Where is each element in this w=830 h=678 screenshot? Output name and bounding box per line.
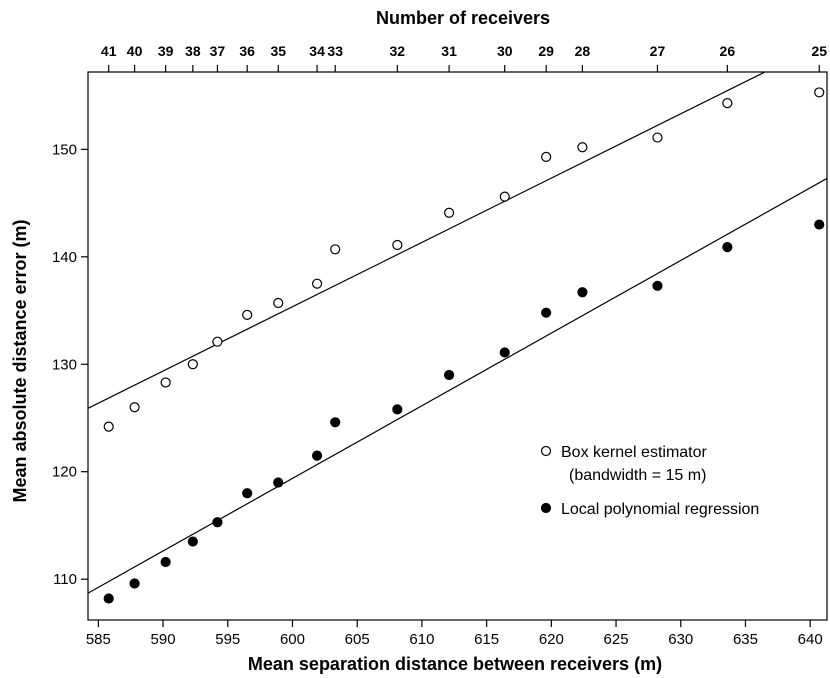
x-tick-label: 625: [604, 631, 629, 648]
x-tick-label: 635: [733, 631, 758, 648]
y-tick-label: 120: [52, 464, 77, 481]
top-tick-label: 40: [127, 43, 143, 59]
point-box-kernel: [160, 377, 171, 388]
legend-label-box-kernel-bandwidth: (bandwidth = 15 m): [569, 467, 706, 484]
legend-label-local-polynomial: Local polynomial regression: [561, 501, 759, 518]
x-tick-label: 640: [798, 631, 823, 648]
point-box-kernel: [652, 132, 663, 143]
point-local-polynomial: [443, 369, 455, 381]
point-local-polynomial: [652, 280, 663, 291]
point-local-polynomial: [499, 347, 510, 358]
point-box-kernel: [499, 191, 510, 202]
x-tick-label: 600: [280, 631, 305, 648]
top-tick-label: 27: [650, 43, 666, 59]
point-local-polynomial: [129, 578, 140, 589]
point-local-polynomial: [273, 477, 284, 488]
x-tick-label: 615: [474, 631, 499, 648]
point-local-polynomial: [541, 307, 552, 318]
top-tick-label: 30: [497, 43, 513, 59]
y-axis: 110 120 130 140 150: [52, 141, 88, 588]
point-box-kernel: [392, 239, 403, 251]
x-tick-label: 630: [668, 631, 693, 648]
top-axis-title: Number of receivers: [376, 8, 550, 28]
x-tick-label: 620: [539, 631, 564, 648]
x-tick-label: 605: [345, 631, 370, 648]
top-tick-label: 25: [811, 43, 827, 59]
y-tick-label: 140: [52, 249, 77, 266]
x-tick-label: 590: [151, 631, 176, 648]
point-local-polynomial: [160, 556, 171, 568]
x-axis-title: Mean separation distance between receive…: [248, 654, 662, 674]
x-tick-label: 595: [215, 631, 240, 648]
legend-marker-box-kernel: [540, 445, 552, 457]
point-local-polynomial: [212, 517, 223, 528]
y-tick-label: 130: [52, 356, 77, 373]
point-local-polynomial: [311, 450, 323, 461]
top-tick-label: 32: [390, 43, 406, 59]
top-tick-label: 31: [441, 43, 457, 59]
point-local-polynomial: [187, 536, 198, 547]
point-box-kernel: [541, 151, 552, 162]
top-tick-label: 28: [575, 43, 591, 59]
top-tick-label: 26: [720, 43, 736, 59]
top-tick-label: 41: [101, 43, 117, 59]
data-points: [103, 87, 825, 604]
x-tick-label: 585: [86, 631, 111, 648]
y-tick-label: 150: [52, 141, 77, 158]
point-box-kernel: [330, 244, 341, 255]
x-axis: 585 590 595 600 605 610 615 620 625 630 635 640: [86, 620, 823, 648]
top-tick-label: 29: [538, 43, 554, 59]
top-axis: 41 40 39 38 37 36 35 34 33 32 31 30 29 28 27 26 25: [101, 43, 827, 72]
point-box-kernel: [443, 207, 455, 218]
top-tick-label: 34: [309, 43, 325, 59]
point-local-polynomial: [330, 417, 341, 428]
fit-line-box-kernel: [88, 72, 766, 409]
legend-marker-local-polynomial: [540, 502, 552, 514]
point-local-polynomial: [814, 219, 825, 230]
point-local-polynomial: [392, 404, 403, 415]
y-axis-title: Mean absolute distance error (m): [10, 219, 30, 502]
point-local-polynomial: [722, 242, 733, 253]
point-box-kernel: [187, 359, 198, 370]
point-box-kernel: [129, 402, 140, 413]
legend-label-box-kernel: Box kernel estimator: [561, 444, 708, 461]
point-box-kernel: [103, 421, 114, 432]
top-tick-label: 33: [327, 43, 343, 59]
plot-border: [87, 71, 828, 621]
point-local-polynomial: [242, 488, 253, 499]
fit-line-local-polynomial: [88, 177, 827, 594]
point-box-kernel: [242, 309, 253, 320]
legend: Box kernel estimator (bandwidth = 15 m) …: [540, 444, 759, 518]
y-tick-label: 110: [53, 571, 77, 588]
plot-frame: [87, 71, 828, 621]
point-local-polynomial: [577, 287, 588, 298]
x-tick-label: 610: [409, 631, 434, 648]
fit-lines: [88, 72, 827, 594]
top-tick-label: 39: [158, 43, 174, 59]
top-tick-label: 38: [185, 43, 201, 59]
top-tick-label: 36: [239, 43, 255, 59]
point-box-kernel: [273, 297, 284, 309]
top-tick-label: 37: [210, 43, 226, 59]
point-box-kernel: [722, 98, 733, 109]
top-tick-label: 35: [270, 43, 286, 59]
point-local-polynomial: [103, 593, 114, 604]
point-box-kernel: [814, 87, 825, 98]
point-box-kernel: [212, 336, 223, 347]
point-box-kernel: [577, 142, 588, 153]
point-box-kernel: [311, 278, 323, 289]
